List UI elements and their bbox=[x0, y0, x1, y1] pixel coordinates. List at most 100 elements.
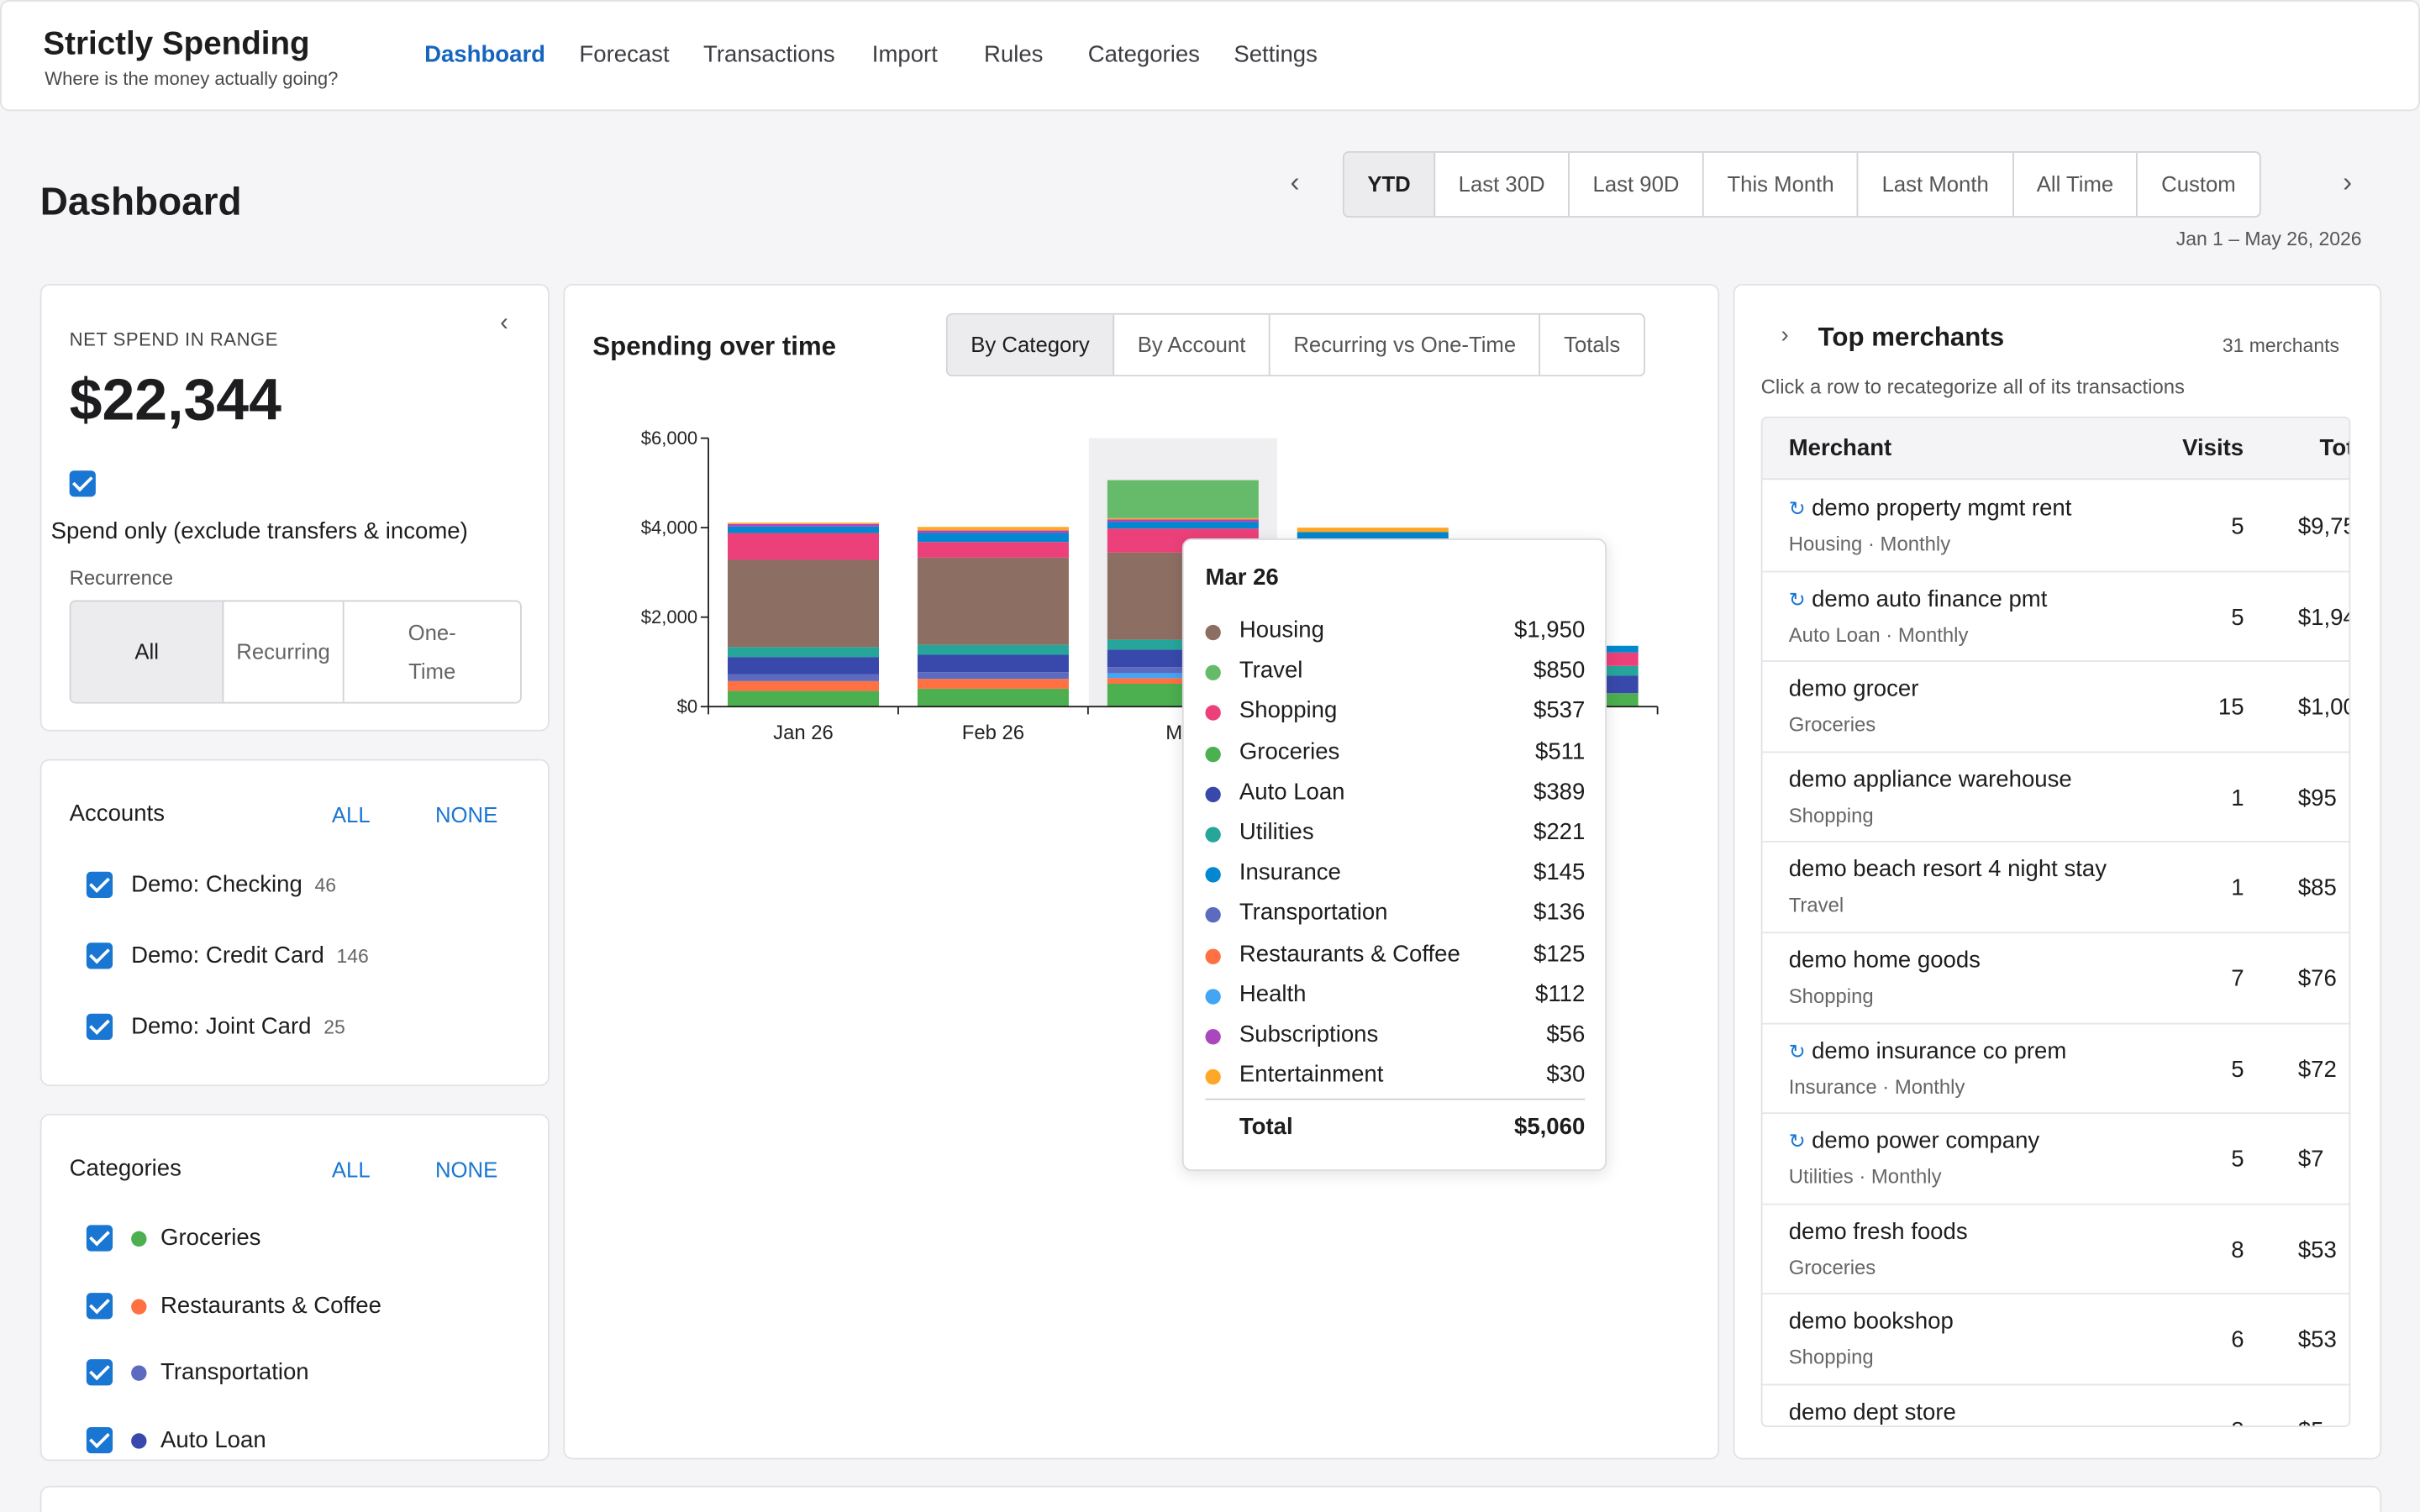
category-item[interactable]: Auto Loan bbox=[86, 1426, 266, 1454]
categories-none-button[interactable]: NONE bbox=[434, 1157, 498, 1182]
tooltip-series-name: Groceries bbox=[1239, 738, 1340, 765]
nav-rules[interactable]: Rules bbox=[983, 41, 1044, 68]
recurrence-recurring[interactable]: Recurring bbox=[224, 601, 345, 702]
bar-segment bbox=[917, 557, 1069, 645]
categories-all-button[interactable]: ALL bbox=[331, 1157, 371, 1182]
merchant-name: demo grocer bbox=[1789, 676, 1919, 702]
merchant-row[interactable]: demo bookshop Shopping 6 $53 bbox=[1762, 1295, 2349, 1386]
merchant-row[interactable]: demo dept store 8 $5 bbox=[1763, 1385, 2349, 1425]
account-checkbox[interactable] bbox=[86, 1013, 113, 1040]
categories-card: Categories ALL NONE Groceries Restaurant… bbox=[39, 1114, 550, 1462]
tooltip-series-value: $30 bbox=[1546, 1061, 1586, 1089]
account-checkbox[interactable] bbox=[86, 871, 113, 898]
tooltip-series-value: $145 bbox=[1533, 859, 1586, 886]
bar-segment bbox=[728, 522, 880, 524]
account-name: Demo: Credit Card bbox=[131, 942, 324, 969]
range-all-time[interactable]: All Time bbox=[2013, 152, 2139, 217]
range-ytd[interactable]: YTD bbox=[1344, 152, 1436, 217]
merchant-total: $9,75 bbox=[2297, 513, 2351, 540]
tooltip-total-value: $5,060 bbox=[1514, 1114, 1586, 1141]
column-merchant[interactable]: Merchant bbox=[1788, 434, 1892, 462]
tooltip-row: Auto Loan $389 bbox=[1205, 779, 1585, 810]
category-item[interactable]: Transportation bbox=[86, 1359, 309, 1386]
tooltip-color-dot bbox=[1205, 624, 1221, 641]
chevron-left-icon[interactable]: ‹ bbox=[1290, 166, 1300, 198]
bar-segment bbox=[917, 654, 1069, 673]
accounts-card: Accounts ALL NONE Demo: Checking 46 Demo… bbox=[39, 759, 550, 1087]
nav-categories[interactable]: Categories bbox=[1087, 41, 1200, 68]
tooltip-row: Utilities $221 bbox=[1205, 819, 1585, 850]
merchant-row[interactable]: demo beach resort 4 night stay Travel 1 $85 bbox=[1762, 843, 2349, 934]
bar-segment bbox=[728, 533, 880, 560]
bar-segment bbox=[917, 679, 1069, 689]
merchant-row[interactable]: ↻ demo power company Utilities · Monthly 5 $… bbox=[1762, 1114, 2349, 1205]
nav-settings[interactable]: Settings bbox=[1234, 41, 1318, 68]
nav-transactions[interactable]: Transactions bbox=[703, 41, 835, 68]
merchant-name: ↻ demo property mgmt rent bbox=[1789, 496, 2072, 522]
expand-chevron-icon[interactable]: › bbox=[1781, 322, 1789, 349]
account-item[interactable]: Demo: Joint Card 25 bbox=[86, 1013, 345, 1040]
accounts-all-button[interactable]: ALL bbox=[331, 802, 371, 827]
category-checkbox[interactable] bbox=[86, 1293, 113, 1320]
recurrence-all[interactable]: All bbox=[71, 601, 224, 702]
category-checkbox[interactable] bbox=[86, 1225, 113, 1252]
range-last-90d[interactable]: Last 90D bbox=[1570, 152, 1704, 217]
merchant-category: Shopping bbox=[1788, 803, 1874, 827]
range-this-month[interactable]: This Month bbox=[1704, 152, 1860, 217]
account-item[interactable]: Demo: Credit Card 146 bbox=[86, 942, 369, 969]
chevron-right-icon[interactable]: › bbox=[2343, 166, 2353, 198]
bottom-card bbox=[39, 1485, 2382, 1512]
range-custom[interactable]: Custom bbox=[2161, 171, 2236, 197]
tab-by-category[interactable]: By Category bbox=[947, 314, 1115, 375]
account-checkbox[interactable] bbox=[86, 942, 113, 969]
merchant-row[interactable]: demo grocer Groceries 15 $1,00 bbox=[1762, 662, 2349, 753]
tooltip-series-name: Transportation bbox=[1239, 900, 1388, 927]
merchant-name: demo beach resort 4 night stay bbox=[1789, 857, 2107, 883]
recurrence-selector: All Recurring One-Time bbox=[69, 600, 522, 704]
account-item[interactable]: Demo: Checking 46 bbox=[86, 871, 336, 898]
bar-segment bbox=[728, 526, 880, 533]
merchant-name: demo fresh foods bbox=[1789, 1219, 1968, 1245]
merchant-name: ↻ demo auto finance pmt bbox=[1789, 585, 2048, 612]
merchant-row[interactable]: ↻ demo property mgmt rent Housing · Monthl… bbox=[1762, 481, 2351, 572]
merchant-row[interactable]: ↻ demo insurance co prem Insurance · Month… bbox=[1762, 1024, 2349, 1115]
top-bar: Strictly Spending Where is the money act… bbox=[0, 0, 2420, 112]
merchant-visits: 1 bbox=[2231, 875, 2244, 902]
tab-totals[interactable]: Totals bbox=[1564, 331, 1621, 357]
merchant-name: demo home goods bbox=[1789, 948, 1981, 974]
merchant-row[interactable]: demo home goods Shopping 7 $76 bbox=[1762, 933, 2349, 1024]
range-last-30d[interactable]: Last 30D bbox=[1435, 152, 1570, 217]
tooltip-series-value: $125 bbox=[1533, 940, 1586, 967]
tooltip-color-dot bbox=[1205, 1069, 1221, 1085]
column-visits[interactable]: Visits bbox=[2182, 434, 2244, 462]
merchant-category: Groceries bbox=[1788, 1255, 1876, 1279]
nav-import[interactable]: Import bbox=[871, 41, 938, 68]
category-item[interactable]: Groceries bbox=[86, 1225, 260, 1252]
category-checkbox[interactable] bbox=[86, 1359, 113, 1386]
accounts-none-button[interactable]: NONE bbox=[434, 802, 498, 827]
bar-segment bbox=[728, 523, 880, 527]
column-total[interactable]: Total bbox=[2319, 434, 2349, 462]
main-nav: Dashboard Forecast Transactions Import R… bbox=[424, 42, 1351, 68]
tooltip-series-name: Utilities bbox=[1239, 819, 1314, 846]
tooltip-series-name: Insurance bbox=[1239, 859, 1341, 886]
tab-by-account[interactable]: By Account bbox=[1114, 314, 1270, 375]
merchant-total: $85 bbox=[2297, 875, 2337, 902]
merchant-name-text: demo power company bbox=[1812, 1127, 2040, 1155]
tab-recurring-vs-one-time[interactable]: Recurring vs One-Time bbox=[1270, 314, 1541, 375]
range-last-month[interactable]: Last Month bbox=[1859, 152, 2014, 217]
merchant-row[interactable]: ↻ demo auto finance pmt Auto Loan · Monthl… bbox=[1762, 572, 2349, 663]
nav-forecast[interactable]: Forecast bbox=[579, 41, 670, 68]
recurrence-one-time[interactable]: One-Time bbox=[408, 619, 456, 683]
merchant-row[interactable]: demo fresh foods Groceries 8 $53 bbox=[1762, 1205, 2349, 1295]
merchant-row[interactable]: demo appliance warehouse Shopping 1 $95 bbox=[1762, 753, 2349, 843]
collapse-chevron-icon[interactable]: ‹ bbox=[500, 310, 508, 337]
category-item[interactable]: Restaurants & Coffee bbox=[86, 1293, 381, 1320]
merchant-visits: 8 bbox=[2231, 1236, 2244, 1263]
spend-only-checkbox[interactable] bbox=[69, 470, 96, 497]
chart-title: Spending over time bbox=[592, 331, 837, 361]
nav-dashboard[interactable]: Dashboard bbox=[424, 41, 546, 68]
category-checkbox[interactable] bbox=[86, 1426, 113, 1454]
bar-segment bbox=[1107, 519, 1259, 522]
tooltip-series-value: $1,950 bbox=[1514, 617, 1586, 643]
